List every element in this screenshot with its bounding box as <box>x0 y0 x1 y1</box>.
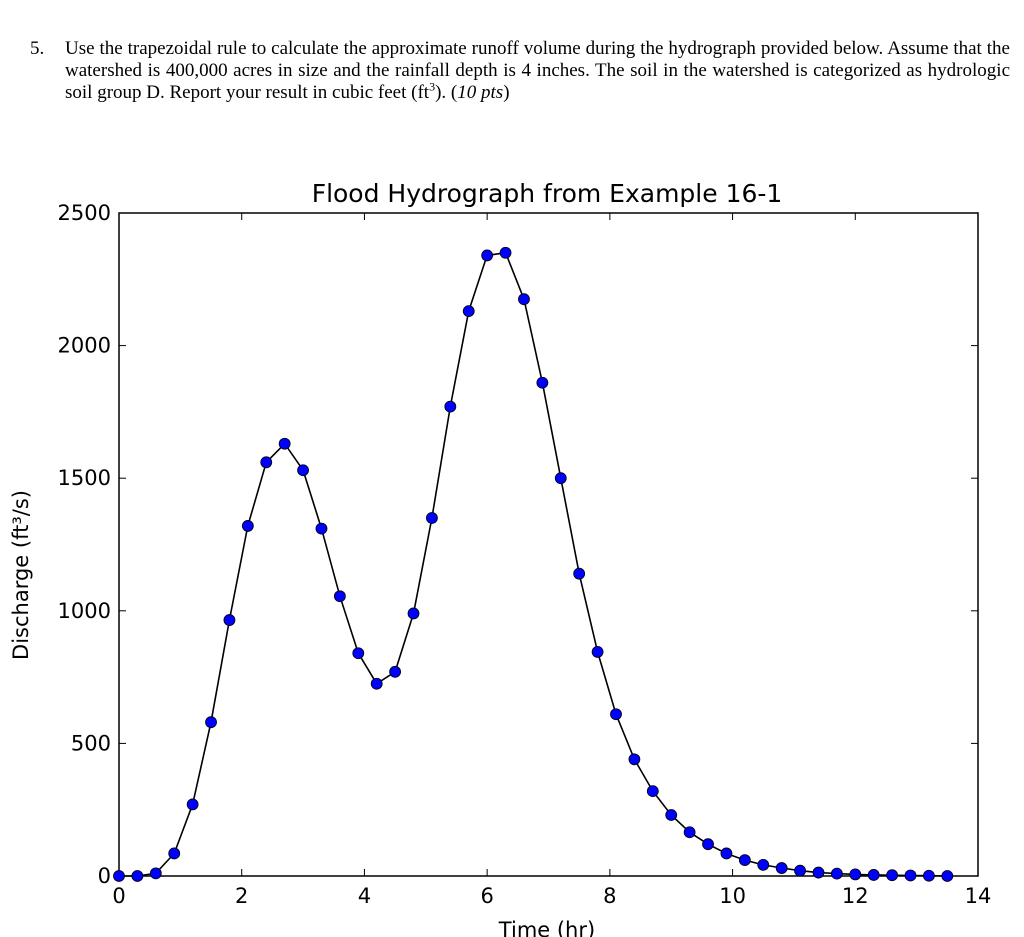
x-tick-label: 4 <box>358 884 371 908</box>
y-tick-label: 1500 <box>58 466 111 490</box>
x-axis-label: Time (hr) <box>498 918 595 937</box>
data-point <box>168 847 181 860</box>
data-point <box>923 869 935 882</box>
data-point <box>352 647 365 660</box>
data-point <box>610 708 622 721</box>
x-tick-label: 0 <box>112 884 125 908</box>
x-tick-label: 10 <box>719 884 746 908</box>
y-tick-label: 0 <box>98 864 111 888</box>
x-tick-label: 8 <box>603 884 616 908</box>
data-point <box>113 870 125 882</box>
data-point <box>628 753 641 766</box>
data-point <box>131 870 144 882</box>
data-point <box>757 858 770 871</box>
data-point <box>738 854 751 866</box>
data-points <box>113 246 954 882</box>
data-point <box>665 809 678 821</box>
question-text-after-sup: ). ( <box>435 82 458 103</box>
y-axis-label: Discharge (ft³/s) <box>9 490 33 660</box>
axes: 0 2 4 6 8 10 12 14 0 500 1000 1500 2000 2500 <box>58 201 992 908</box>
y-tick-label: 1000 <box>58 599 111 623</box>
data-point <box>241 520 254 532</box>
question-number: 5. <box>30 38 45 59</box>
x-tick-label: 14 <box>965 884 992 908</box>
question-text-superscript: 3 <box>429 79 436 94</box>
x-tick-label: 12 <box>842 884 869 908</box>
data-point <box>333 590 346 603</box>
x-tick-label: 6 <box>480 884 493 908</box>
data-point <box>849 868 862 881</box>
data-point <box>867 869 880 881</box>
data-point <box>720 847 733 860</box>
data-point <box>941 870 954 882</box>
x-tick-label: 2 <box>235 884 248 908</box>
data-point <box>702 838 714 851</box>
data-point <box>518 293 530 306</box>
data-point <box>426 512 438 524</box>
data-point <box>646 785 659 798</box>
series-line <box>119 251 948 877</box>
data-point <box>315 522 328 535</box>
question-points: 10 pts <box>457 82 504 103</box>
data-point <box>573 567 586 580</box>
data-point <box>499 246 512 259</box>
data-point <box>223 614 236 626</box>
data-point <box>683 826 696 839</box>
data-point <box>775 862 788 874</box>
y-tick-label: 2000 <box>58 334 111 358</box>
data-point <box>389 665 402 678</box>
data-point <box>462 305 475 318</box>
data-point <box>536 376 549 389</box>
data-point <box>278 437 291 450</box>
y-tick-label: 500 <box>71 731 111 755</box>
data-point <box>149 867 162 880</box>
data-point <box>297 464 309 477</box>
data-point <box>205 716 217 729</box>
data-point <box>812 866 825 879</box>
data-point <box>794 864 806 877</box>
data-point <box>904 869 917 882</box>
data-point <box>554 472 567 485</box>
hydrograph-chart: Flood Hydrograph from Example 16-1 0 2 4 6 8… <box>9 179 992 937</box>
data-point <box>886 869 898 882</box>
data-point <box>407 607 420 620</box>
data-point <box>186 798 199 811</box>
series-line-layer <box>119 251 948 877</box>
data-point <box>444 400 457 413</box>
y-tick-label: 2500 <box>58 201 111 225</box>
question-text-end: ) <box>503 82 510 103</box>
data-point <box>591 646 604 658</box>
data-point <box>370 677 383 690</box>
chart-title: Flood Hydrograph from Example 16-1 <box>312 179 783 208</box>
question-text-main: Use the trapezoidal rule to calculate th… <box>65 38 1010 103</box>
question-text: Use the trapezoidal rule to calculate th… <box>65 38 1010 104</box>
data-point <box>481 249 494 262</box>
data-point <box>260 456 273 469</box>
plot-frame <box>118 212 979 877</box>
data-point <box>830 867 843 880</box>
